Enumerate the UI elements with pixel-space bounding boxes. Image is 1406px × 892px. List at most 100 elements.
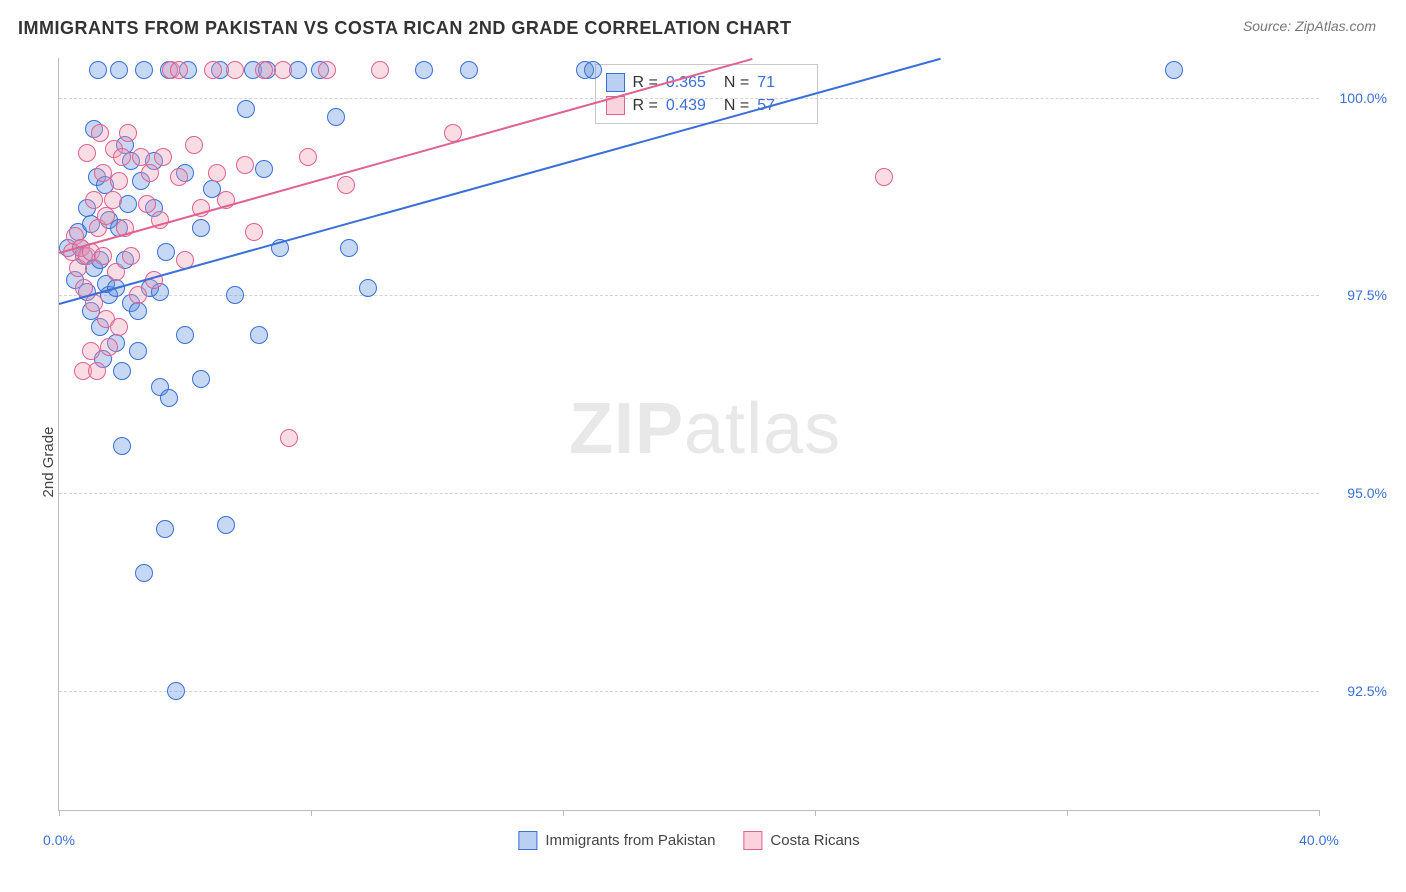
scatter-point-costarica (154, 148, 172, 166)
scatter-point-pakistan (359, 279, 377, 297)
scatter-point-pakistan (217, 516, 235, 534)
gridline-h (59, 691, 1319, 692)
y-axis-tick-label: 95.0% (1347, 485, 1387, 501)
scatter-point-pakistan (160, 389, 178, 407)
scatter-point-costarica (113, 148, 131, 166)
scatter-point-costarica (85, 191, 103, 209)
scatter-point-costarica (255, 61, 273, 79)
y-axis-tick-label: 92.5% (1347, 683, 1387, 699)
watermark-part1: ZIP (569, 389, 684, 469)
x-axis-tick (59, 810, 60, 816)
scatter-point-pakistan (340, 239, 358, 257)
scatter-point-pakistan (135, 61, 153, 79)
scatter-point-pakistan (1165, 61, 1183, 79)
scatter-point-pakistan (129, 302, 147, 320)
scatter-point-pakistan (289, 61, 307, 79)
scatter-point-costarica (119, 124, 137, 142)
scatter-point-costarica (204, 61, 222, 79)
scatter-point-costarica (226, 61, 244, 79)
chart-container: 2nd Grade ZIPatlas R =0.365N =71R =0.439… (18, 48, 1388, 876)
scatter-point-costarica (274, 61, 292, 79)
scatter-point-costarica (110, 318, 128, 336)
stat-label: R = (633, 97, 658, 115)
gridline-h (59, 98, 1319, 99)
scatter-point-pakistan (156, 520, 174, 538)
scatter-point-pakistan (119, 195, 137, 213)
stat-r-value: 0.439 (666, 97, 716, 115)
scatter-point-costarica (122, 247, 140, 265)
scatter-point-costarica (107, 263, 125, 281)
scatter-point-costarica (82, 342, 100, 360)
scatter-point-costarica (875, 168, 893, 186)
scatter-point-costarica (129, 286, 147, 304)
x-axis-tick (815, 810, 816, 816)
scatter-point-pakistan (460, 61, 478, 79)
scatter-point-costarica (236, 156, 254, 174)
scatter-point-pakistan (327, 108, 345, 126)
legend-label: Immigrants from Pakistan (545, 832, 715, 849)
scatter-point-pakistan (157, 243, 175, 261)
scatter-point-pakistan (250, 326, 268, 344)
legend-label: Costa Ricans (770, 832, 859, 849)
plot-area: ZIPatlas R =0.365N =71R =0.439N =57 0.0%… (58, 58, 1319, 811)
legend-swatch (606, 73, 625, 92)
x-axis-tick (563, 810, 564, 816)
scatter-point-costarica (94, 247, 112, 265)
regression-line-pakistan (59, 58, 942, 305)
scatter-point-costarica (245, 223, 263, 241)
scatter-point-costarica (91, 124, 109, 142)
legend-bottom: Immigrants from Pakistan Costa Ricans (518, 831, 859, 850)
watermark-part2: atlas (684, 389, 841, 469)
scatter-point-costarica (170, 168, 188, 186)
scatter-point-costarica (100, 338, 118, 356)
legend-swatch (518, 831, 537, 850)
scatter-point-pakistan (135, 564, 153, 582)
scatter-point-pakistan (226, 286, 244, 304)
scatter-point-pakistan (129, 342, 147, 360)
scatter-point-costarica (138, 195, 156, 213)
scatter-point-pakistan (192, 370, 210, 388)
scatter-point-costarica (371, 61, 389, 79)
scatter-point-pakistan (89, 61, 107, 79)
x-axis-tick (1067, 810, 1068, 816)
scatter-point-costarica (88, 362, 106, 380)
scatter-point-pakistan (415, 61, 433, 79)
x-axis-tick (311, 810, 312, 816)
header: IMMIGRANTS FROM PAKISTAN VS COSTA RICAN … (0, 0, 1406, 49)
stat-label: N = (724, 74, 749, 92)
scatter-point-costarica (78, 144, 96, 162)
y-axis-tick-label: 97.5% (1347, 287, 1387, 303)
legend-item: Costa Ricans (743, 831, 859, 850)
scatter-point-pakistan (113, 437, 131, 455)
scatter-point-costarica (318, 61, 336, 79)
y-axis-tick-label: 100.0% (1340, 90, 1387, 106)
scatter-point-costarica (185, 136, 203, 154)
x-axis-label-right: 40.0% (1299, 832, 1339, 848)
watermark: ZIPatlas (569, 388, 841, 470)
legend-item: Immigrants from Pakistan (518, 831, 715, 850)
scatter-point-costarica (208, 164, 226, 182)
gridline-h (59, 295, 1319, 296)
scatter-point-costarica (97, 207, 115, 225)
scatter-point-costarica (104, 191, 122, 209)
scatter-point-costarica (170, 61, 188, 79)
scatter-point-pakistan (176, 326, 194, 344)
gridline-h (59, 493, 1319, 494)
scatter-point-costarica (337, 176, 355, 194)
x-axis-label-left: 0.0% (43, 832, 75, 848)
chart-title: IMMIGRANTS FROM PAKISTAN VS COSTA RICAN … (18, 18, 792, 39)
scatter-point-costarica (110, 172, 128, 190)
x-axis-tick (1319, 810, 1320, 816)
legend-swatch (743, 831, 762, 850)
scatter-point-pakistan (167, 682, 185, 700)
scatter-point-pakistan (237, 100, 255, 118)
source-label: Source: ZipAtlas.com (1243, 18, 1376, 34)
scatter-point-pakistan (192, 219, 210, 237)
scatter-point-pakistan (584, 61, 602, 79)
y-axis-title: 2nd Grade (40, 427, 57, 498)
scatter-point-costarica (141, 164, 159, 182)
scatter-point-pakistan (255, 160, 273, 178)
scatter-point-pakistan (110, 61, 128, 79)
scatter-point-costarica (280, 429, 298, 447)
stat-n-value: 71 (757, 74, 807, 92)
